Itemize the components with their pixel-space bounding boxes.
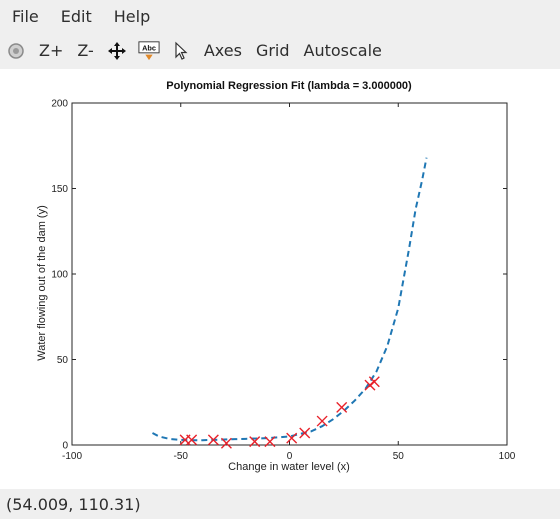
- text-tool-icon[interactable]: Abc: [133, 36, 165, 66]
- status-bar: (54.009, 110.31): [0, 489, 560, 519]
- data-point: [186, 434, 198, 446]
- menu-bar: File Edit Help: [0, 0, 560, 32]
- y-tick-label: 50: [57, 355, 69, 366]
- data-points-group: [179, 376, 380, 449]
- y-tick-label: 150: [51, 184, 68, 195]
- y-axis-label: Water flowing out of the dam (y): [36, 205, 48, 361]
- text-tool-icon-label: Abc: [142, 43, 156, 52]
- data-point: [220, 437, 232, 449]
- zoom-out-button[interactable]: Z-: [77, 41, 94, 60]
- x-tick-label: 0: [287, 451, 293, 462]
- axes: -100 -50 0 50 100 0 50 100 150 200: [51, 99, 515, 463]
- y-tick-label: 100: [51, 270, 68, 281]
- menu-edit[interactable]: Edit: [60, 6, 92, 26]
- x-axis-label: Change in water level (x): [228, 461, 350, 473]
- chart-title: Polynomial Regression Fit (lambda = 3.00…: [166, 80, 412, 92]
- data-point: [316, 415, 328, 427]
- data-point: [249, 436, 261, 448]
- grid-button[interactable]: Grid: [255, 41, 290, 60]
- data-point: [368, 376, 380, 388]
- data-point: [207, 434, 219, 446]
- y-tick-label: 0: [62, 441, 68, 452]
- data-point: [299, 427, 311, 439]
- data-point: [336, 401, 348, 413]
- x-tick-label: -50: [174, 451, 189, 462]
- cursor-coordinates: (54.009, 110.31): [6, 494, 141, 514]
- zoom-in-button[interactable]: Z+: [39, 41, 64, 60]
- x-tick-label: 50: [393, 451, 405, 462]
- chart-background: [0, 69, 560, 489]
- data-point: [264, 436, 276, 448]
- rotate-icon[interactable]: [0, 36, 32, 66]
- toolbar: Z+ Z- Abc Axes Grid Autoscale: [0, 32, 560, 69]
- pan-icon[interactable]: [101, 36, 133, 66]
- x-tick-label: -100: [62, 451, 82, 462]
- axes-button[interactable]: Axes: [203, 41, 242, 60]
- menu-help[interactable]: Help: [113, 6, 151, 26]
- chart[interactable]: Polynomial Regression Fit (lambda = 3.00…: [0, 69, 560, 489]
- pointer-icon[interactable]: [165, 36, 197, 66]
- y-tick-label: 200: [51, 99, 68, 110]
- autoscale-button[interactable]: Autoscale: [303, 41, 382, 60]
- x-tick-label: 100: [499, 451, 516, 462]
- menu-file[interactable]: File: [12, 6, 39, 26]
- plot-area[interactable]: Polynomial Regression Fit (lambda = 3.00…: [0, 69, 560, 489]
- data-point: [286, 432, 298, 444]
